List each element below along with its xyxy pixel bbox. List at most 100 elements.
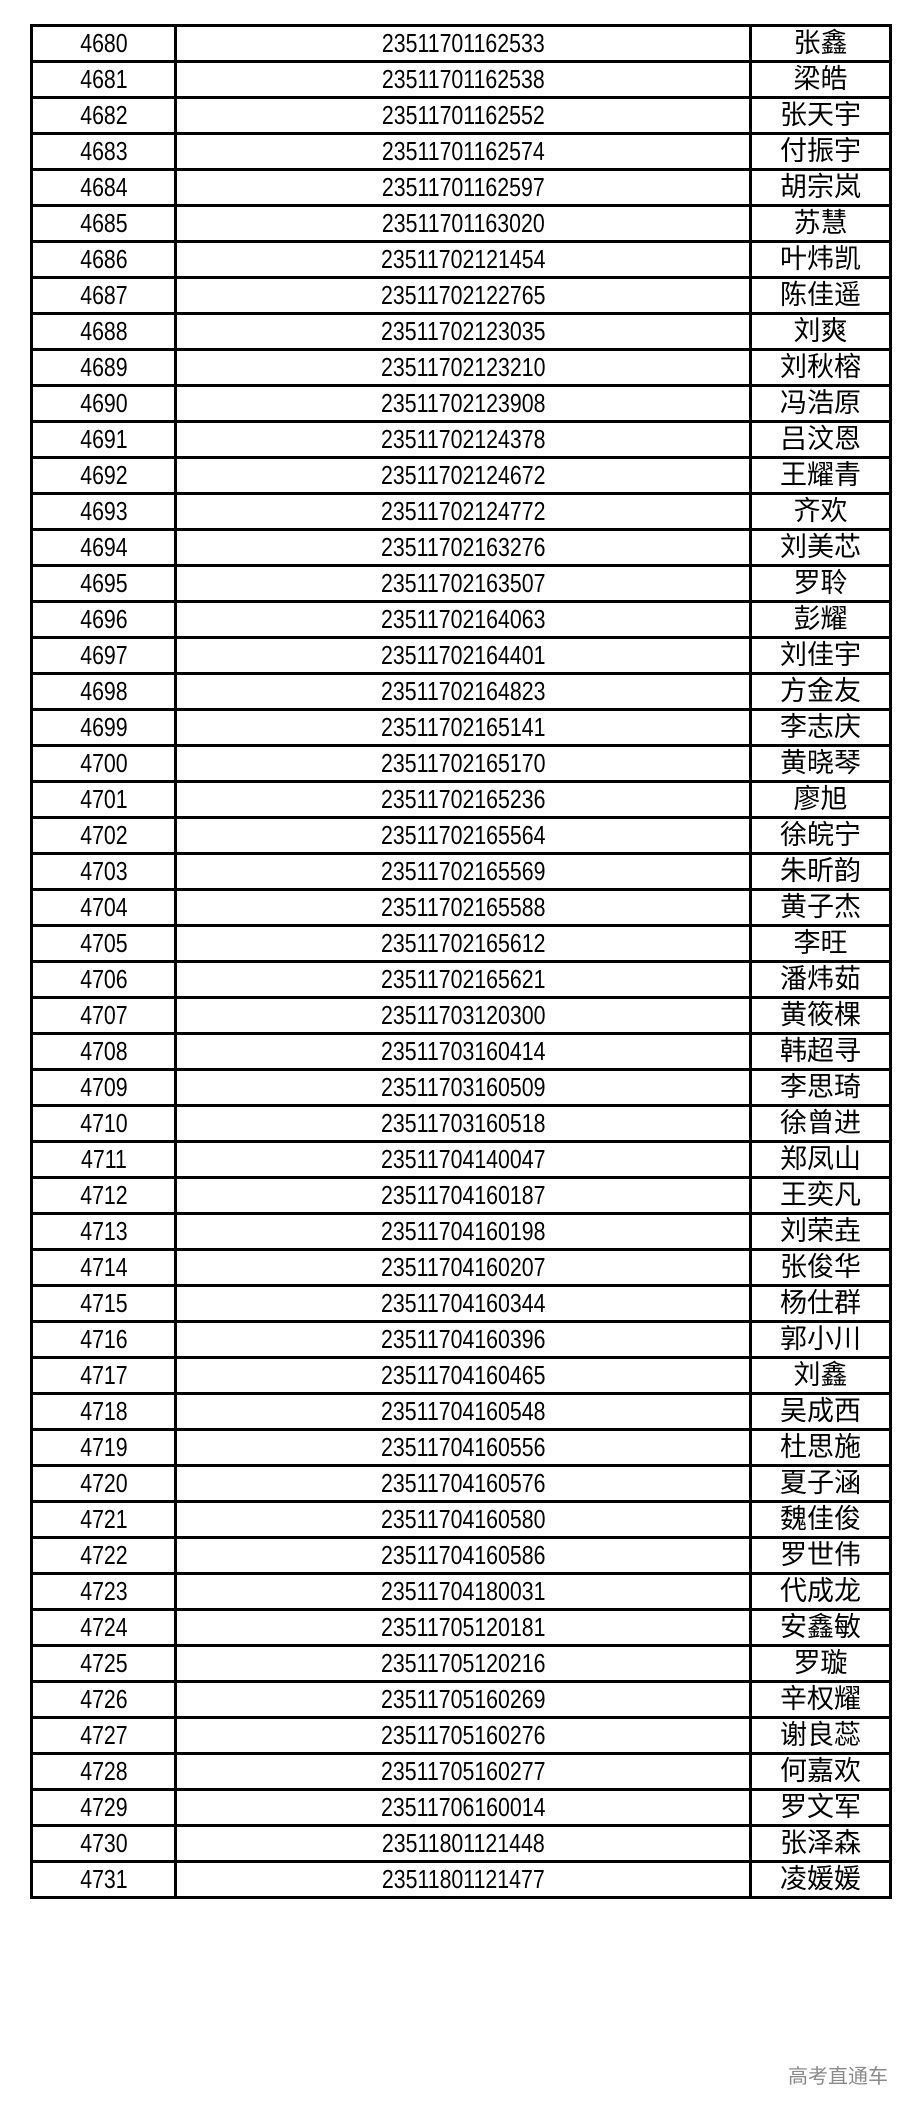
student-name-cell: 刘荣垚: [749, 1212, 892, 1251]
student-name-cell-text: 潘炜茹: [780, 964, 861, 995]
exam-id-cell-text: 23511702164401: [380, 640, 546, 671]
student-name-cell: 陈佳遥: [749, 276, 892, 315]
exam-id-cell: 23511704180031: [174, 1572, 752, 1611]
row-number-cell: 4720: [30, 1464, 177, 1503]
student-name-cell: 代成龙: [749, 1572, 892, 1611]
table-row: 4690 23511702123908 冯浩原: [30, 384, 892, 423]
student-name-cell: 黄晓琴: [749, 744, 892, 783]
row-number-cell: 4707: [30, 996, 177, 1035]
exam-id-cell: 23511703160414: [174, 1032, 752, 1071]
row-number-cell: 4685: [30, 204, 177, 243]
row-number-cell-text: 4690: [79, 388, 128, 419]
student-name-cell: 凌媛媛: [749, 1860, 892, 1899]
row-number-cell: 4698: [30, 672, 177, 711]
row-number-cell-text: 4716: [79, 1324, 128, 1355]
table-row: 4729 23511706160014 罗文军: [30, 1788, 892, 1827]
student-name-cell-text: 陈佳遥: [780, 280, 861, 311]
table-row: 4692 23511702124672 王耀青: [30, 456, 892, 495]
exam-id-cell: 23511702165588: [174, 888, 752, 927]
table-row: 4716 23511704160396 郭小川: [30, 1320, 892, 1359]
exam-id-cell-text: 23511703160414: [380, 1036, 546, 1067]
exam-id-cell-text: 23511704160586: [380, 1540, 546, 1571]
student-name-cell-text: 刘荣垚: [780, 1216, 861, 1247]
exam-id-cell: 23511702165569: [174, 852, 752, 891]
student-name-cell-text: 梁皓: [793, 64, 848, 95]
row-number-cell-text: 4713: [79, 1216, 128, 1247]
table-row: 4706 23511702165621 潘炜茹: [30, 960, 892, 999]
student-name-cell-text: 杜思施: [780, 1432, 861, 1463]
exam-id-cell: 23511801121477: [174, 1860, 752, 1899]
exam-id-cell: 23511701162597: [174, 168, 752, 207]
row-number-cell: 4709: [30, 1068, 177, 1107]
exam-id-cell-text: 23511702163507: [380, 568, 546, 599]
exam-id-cell-text: 23511701162597: [381, 172, 545, 203]
row-number-cell: 4697: [30, 636, 177, 675]
exam-id-cell-text: 23511801121448: [381, 1828, 545, 1859]
student-name-cell: 辛权耀: [749, 1680, 892, 1719]
row-number-cell-text: 4725: [79, 1648, 128, 1679]
table-row: 4721 23511704160580 魏佳俊: [30, 1500, 892, 1539]
exam-id-cell: 23511702124672: [174, 456, 752, 495]
student-name-cell-text: 安鑫敏: [780, 1612, 861, 1643]
row-number-cell-text: 4697: [79, 640, 128, 671]
student-name-cell: 张泽森: [749, 1824, 892, 1863]
row-number-cell: 4680: [30, 24, 177, 63]
row-number-cell: 4727: [30, 1716, 177, 1755]
exam-id-cell-text: 23511704140047: [380, 1144, 546, 1175]
row-number-cell-text: 4706: [79, 964, 128, 995]
row-number-cell: 4708: [30, 1032, 177, 1071]
row-number-cell: 4730: [30, 1824, 177, 1863]
student-name-cell: 何嘉欢: [749, 1752, 892, 1791]
row-number-cell-text: 4711: [80, 1144, 127, 1175]
row-number-cell-text: 4730: [79, 1828, 128, 1859]
table-row: 4693 23511702124772 齐欢: [30, 492, 892, 531]
exam-id-cell-text: 23511703160518: [380, 1108, 546, 1139]
table-row: 4699 23511702165141 李志庆: [30, 708, 892, 747]
row-number-cell-text: 4719: [79, 1432, 128, 1463]
student-name-cell-text: 辛权耀: [780, 1684, 861, 1715]
student-name-cell: 郭小川: [749, 1320, 892, 1359]
row-number-cell-text: 4712: [79, 1180, 128, 1211]
row-number-cell-text: 4714: [79, 1252, 128, 1283]
student-name-cell: 胡宗岚: [749, 168, 892, 207]
exam-id-cell: 23511702165141: [174, 708, 752, 747]
row-number-cell-text: 4681: [79, 64, 128, 95]
student-name-cell: 付振宇: [749, 132, 892, 171]
exam-id-cell-text: 23511702124378: [380, 424, 546, 455]
row-number-cell-text: 4687: [79, 280, 128, 311]
exam-id-cell: 23511704160344: [174, 1284, 752, 1323]
exam-id-cell: 23511702164401: [174, 636, 752, 675]
table-row: 4710 23511703160518 徐曾进: [30, 1104, 892, 1143]
row-number-cell: 4715: [30, 1284, 177, 1323]
student-name-cell: 王耀青: [749, 456, 892, 495]
exam-id-cell: 23511704160580: [174, 1500, 752, 1539]
row-number-cell: 4729: [30, 1788, 177, 1827]
student-name-cell: 徐皖宁: [749, 816, 892, 855]
row-number-cell-text: 4707: [79, 1000, 128, 1031]
student-name-cell: 方金友: [749, 672, 892, 711]
table-row: 4704 23511702165588 黄子杰: [30, 888, 892, 927]
student-name-cell: 刘秋榕: [749, 348, 892, 387]
row-number-cell-text: 4701: [79, 784, 128, 815]
row-number-cell-text: 4710: [79, 1108, 128, 1139]
row-number-cell: 4700: [30, 744, 177, 783]
row-number-cell-text: 4700: [79, 748, 128, 779]
exam-id-cell: 23511705120216: [174, 1644, 752, 1683]
row-number-cell: 4693: [30, 492, 177, 531]
exam-id-cell-text: 23511702165141: [380, 712, 546, 743]
student-name-cell: 苏慧: [749, 204, 892, 243]
student-name-cell-text: 杨仕群: [780, 1288, 861, 1319]
row-number-cell-text: 4699: [79, 712, 128, 743]
row-number-cell: 4691: [30, 420, 177, 459]
row-number-cell: 4725: [30, 1644, 177, 1683]
student-name-cell: 黄筱棵: [749, 996, 892, 1035]
exam-id-cell-text: 23511701162574: [381, 136, 545, 167]
student-name-cell: 李旺: [749, 924, 892, 963]
student-name-cell-text: 刘美芯: [780, 532, 861, 563]
exam-id-cell-text: 23511704160556: [380, 1432, 546, 1463]
row-number-cell: 4716: [30, 1320, 177, 1359]
exam-id-cell-text: 23511703160509: [380, 1072, 546, 1103]
exam-id-cell: 23511704160396: [174, 1320, 752, 1359]
student-name-cell-text: 胡宗岚: [780, 172, 861, 203]
exam-id-cell: 23511702124772: [174, 492, 752, 531]
